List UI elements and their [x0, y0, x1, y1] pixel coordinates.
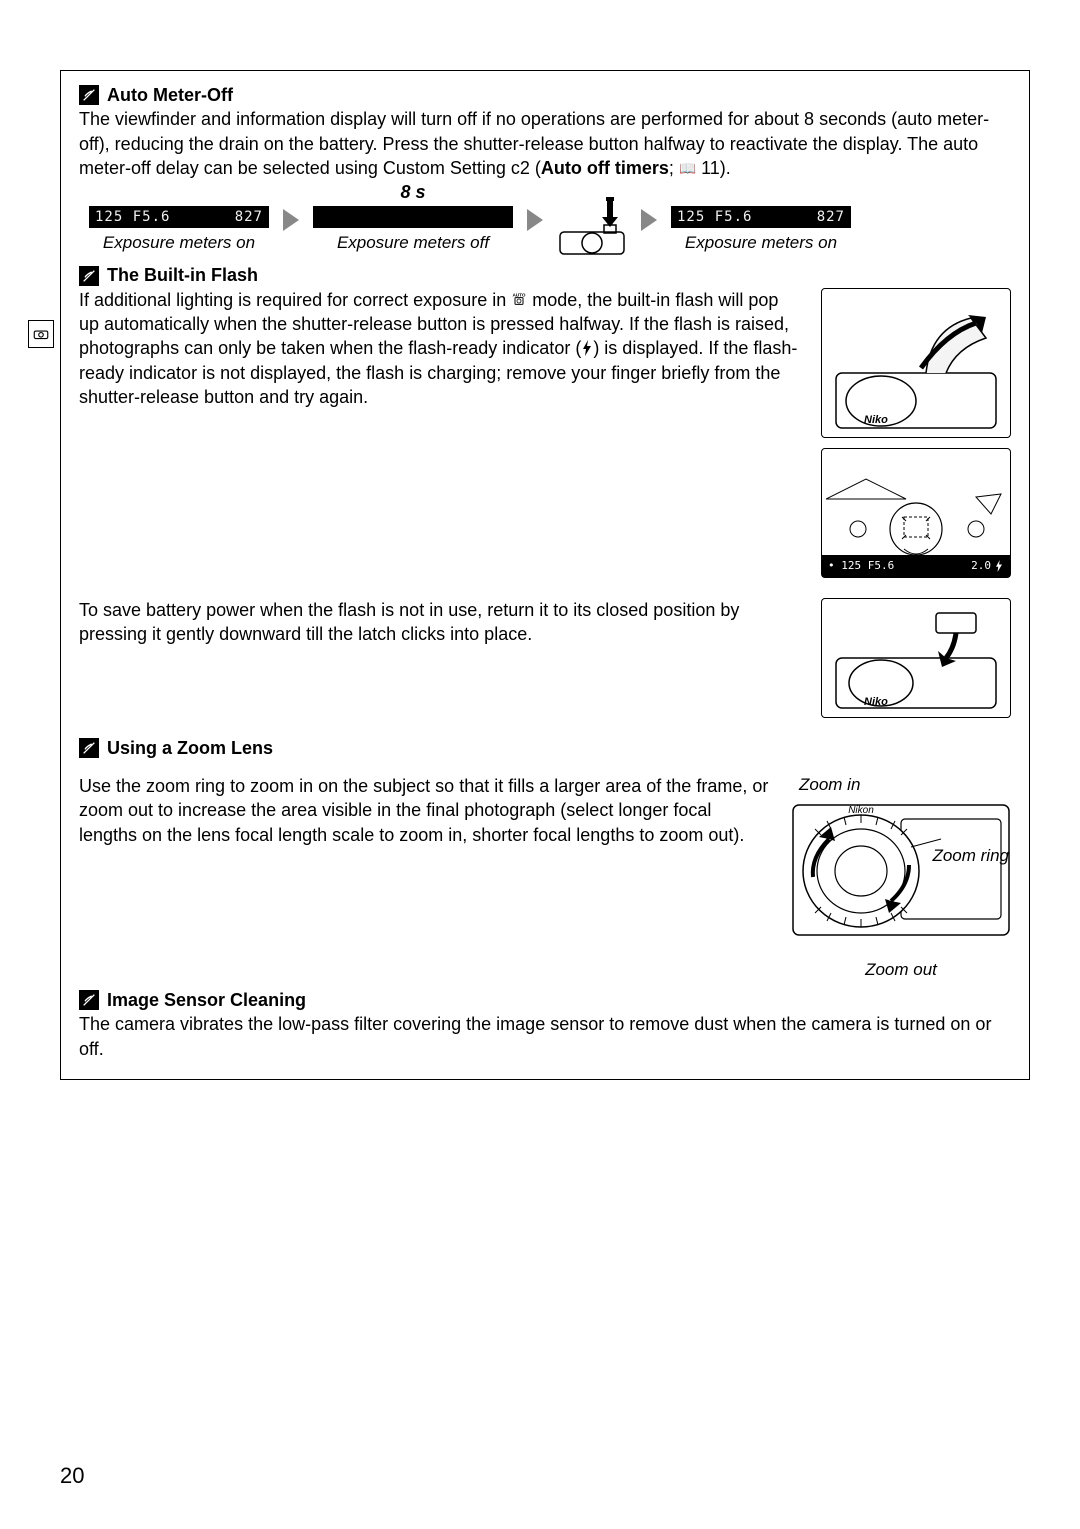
text: ;: [669, 158, 679, 178]
section-heading-sensor: Image Sensor Cleaning: [79, 988, 1011, 1012]
lcd-text: 125 F5.6: [677, 208, 752, 227]
text: The viewfinder and information display w…: [79, 109, 989, 178]
section-title: Image Sensor Cleaning: [107, 988, 306, 1012]
content-box: Auto Meter-Off The viewfinder and inform…: [60, 70, 1030, 1080]
flash-bolt-icon: [581, 339, 593, 361]
note-icon: [79, 85, 99, 105]
lcd-on-left: 125 F5.6 827: [89, 206, 269, 228]
flash-body: If additional lighting is required for c…: [79, 288, 803, 409]
meter-diagram: . 125 F5.6 827 Exposure meters on 8 s Ex…: [79, 180, 1011, 255]
arrow-right-icon: [641, 209, 657, 231]
page-number: 20: [60, 1461, 84, 1491]
note-icon: [79, 990, 99, 1010]
sensor-body: The camera vibrates the low-pass filter …: [79, 1012, 1011, 1061]
note-icon: [79, 738, 99, 758]
figure-flash-close: Niko: [821, 598, 1011, 718]
book-icon: [679, 158, 696, 180]
lcd-text: 827: [235, 208, 263, 227]
section-title: Auto Meter-Off: [107, 83, 233, 107]
lcd-off: [313, 206, 513, 228]
flash-close-body: To save battery power when the flash is …: [79, 598, 803, 647]
section-heading-auto-meter: Auto Meter-Off: [79, 83, 1011, 107]
svg-text:Nikon: Nikon: [848, 805, 874, 816]
caption: Exposure meters on: [103, 232, 255, 255]
arrow-right-icon: [283, 209, 299, 231]
camera-press-icon: [552, 197, 632, 257]
section-title: Using a Zoom Lens: [107, 736, 273, 760]
section-heading-flash: The Built-in Flash: [79, 263, 1011, 287]
caption: Exposure meters off: [337, 232, 489, 255]
side-tab-icon: [28, 320, 54, 348]
text-bold: Auto off timers: [541, 158, 669, 178]
zoom-body: Use the zoom ring to zoom in on the subj…: [79, 774, 773, 847]
section-title: The Built-in Flash: [107, 263, 258, 287]
zoom-ring-label: Zoom ring: [932, 845, 1009, 868]
lcd-text: 125 F5.6: [95, 208, 170, 227]
viewfinder-lcd-bar: • 125 F5.6 2.0: [822, 555, 1010, 577]
auto-mode-icon: AUTO: [511, 290, 527, 312]
figure-zoom-lens: Zoom in: [791, 774, 1011, 982]
svg-text:Niko: Niko: [864, 696, 888, 708]
svg-text:AUTO: AUTO: [513, 292, 526, 297]
vf-text: 125 F5.6: [841, 559, 894, 572]
note-icon: [79, 266, 99, 286]
lcd-text: 827: [817, 208, 845, 227]
zoom-out-label: Zoom out: [791, 959, 1011, 982]
svg-text:Niko: Niko: [864, 414, 888, 426]
auto-meter-body: The viewfinder and information display w…: [79, 107, 1011, 180]
section-heading-zoom: Using a Zoom Lens: [79, 736, 1011, 760]
figure-viewfinder-scene: • 125 F5.6 2.0: [821, 448, 1011, 578]
figure-flash-popup: Niko: [821, 288, 1011, 438]
zoom-in-label: Zoom in: [799, 774, 1011, 797]
lcd-on-right: 125 F5.6 827: [671, 206, 851, 228]
arrow-right-icon: [527, 209, 543, 231]
text: 11).: [696, 158, 731, 178]
text: If additional lighting is required for c…: [79, 290, 511, 310]
eight-seconds-label: 8 s: [400, 180, 425, 204]
caption: Exposure meters on: [685, 232, 837, 255]
vf-text: 2.0: [971, 559, 991, 574]
